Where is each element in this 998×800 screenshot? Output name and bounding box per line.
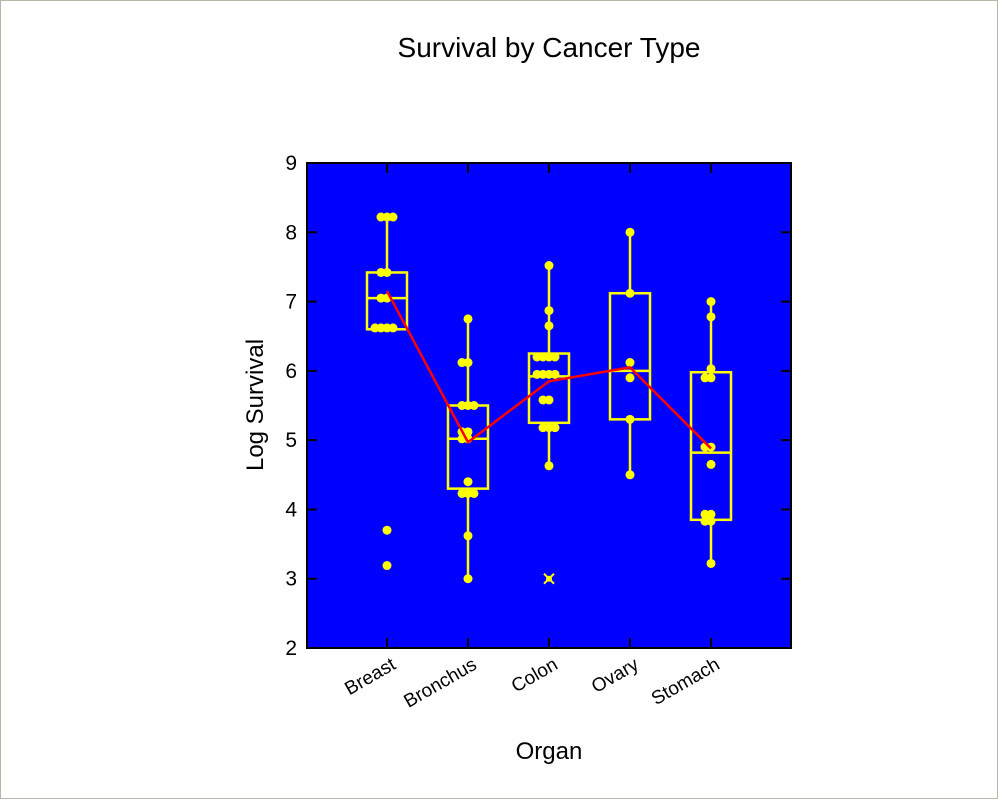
chart-title: Survival by Cancer Type [398,32,701,63]
outlier-point [546,575,552,582]
data-point [625,373,635,383]
data-point [550,423,560,433]
data-point [625,358,635,368]
data-point [370,323,380,333]
x-axis-label: Organ [516,738,583,765]
box-stomach [689,297,733,568]
data-point [388,323,398,333]
data-point [625,227,635,237]
data-point [538,395,548,405]
data-point [544,261,554,271]
y-axis-label: Log Survival [242,339,269,471]
y-tick-label: 8 [285,221,297,244]
data-point [544,321,554,331]
data-point [625,414,635,424]
data-point [550,369,560,379]
data-point [706,364,716,374]
data-point [532,352,542,362]
data-point [532,369,542,379]
data-point [382,525,392,535]
y-tick-label: 9 [285,152,297,175]
y-tick-label: 5 [285,429,297,452]
data-point [457,401,467,410]
box-breast [365,212,409,571]
data-point [625,470,635,480]
x-tick-label: Stomach [648,654,723,710]
data-point [700,509,710,519]
data-point [457,358,467,368]
data-point [376,212,386,222]
data-point [706,312,716,322]
x-tick-label: Breast [341,654,400,700]
box-colon [527,261,571,585]
plot-area [306,162,792,649]
x-tick-label: Bronchus [400,654,480,712]
y-tick-label: 7 [285,291,297,314]
mean-line [385,290,712,450]
x-tick-label: Ovary [588,654,643,698]
data-point [469,401,479,410]
y-tick-label: 4 [285,498,297,521]
data-point [376,293,386,303]
data-point [463,477,473,487]
data-point [463,531,473,541]
data-point [388,212,398,222]
data-point [463,314,473,324]
x-tick-label: Colon [508,654,562,697]
data-point [706,459,716,469]
y-tick-label: 2 [285,637,297,660]
y-tick-label: 6 [285,360,297,383]
y-axis: 2 3 4 5 6 7 8 9 [285,152,791,660]
data-point [700,373,710,383]
data-point [463,574,473,584]
data-point [469,488,479,498]
data-point [625,288,635,298]
data-point [550,352,560,362]
data-point [706,558,716,568]
data-point [382,561,392,571]
data-point [544,306,554,316]
data-point [457,488,467,498]
data-point [706,297,716,307]
data-point [700,516,710,526]
data-point [376,267,386,277]
data-point [544,461,554,471]
data-point [538,423,548,433]
y-tick-label: 3 [285,568,297,591]
